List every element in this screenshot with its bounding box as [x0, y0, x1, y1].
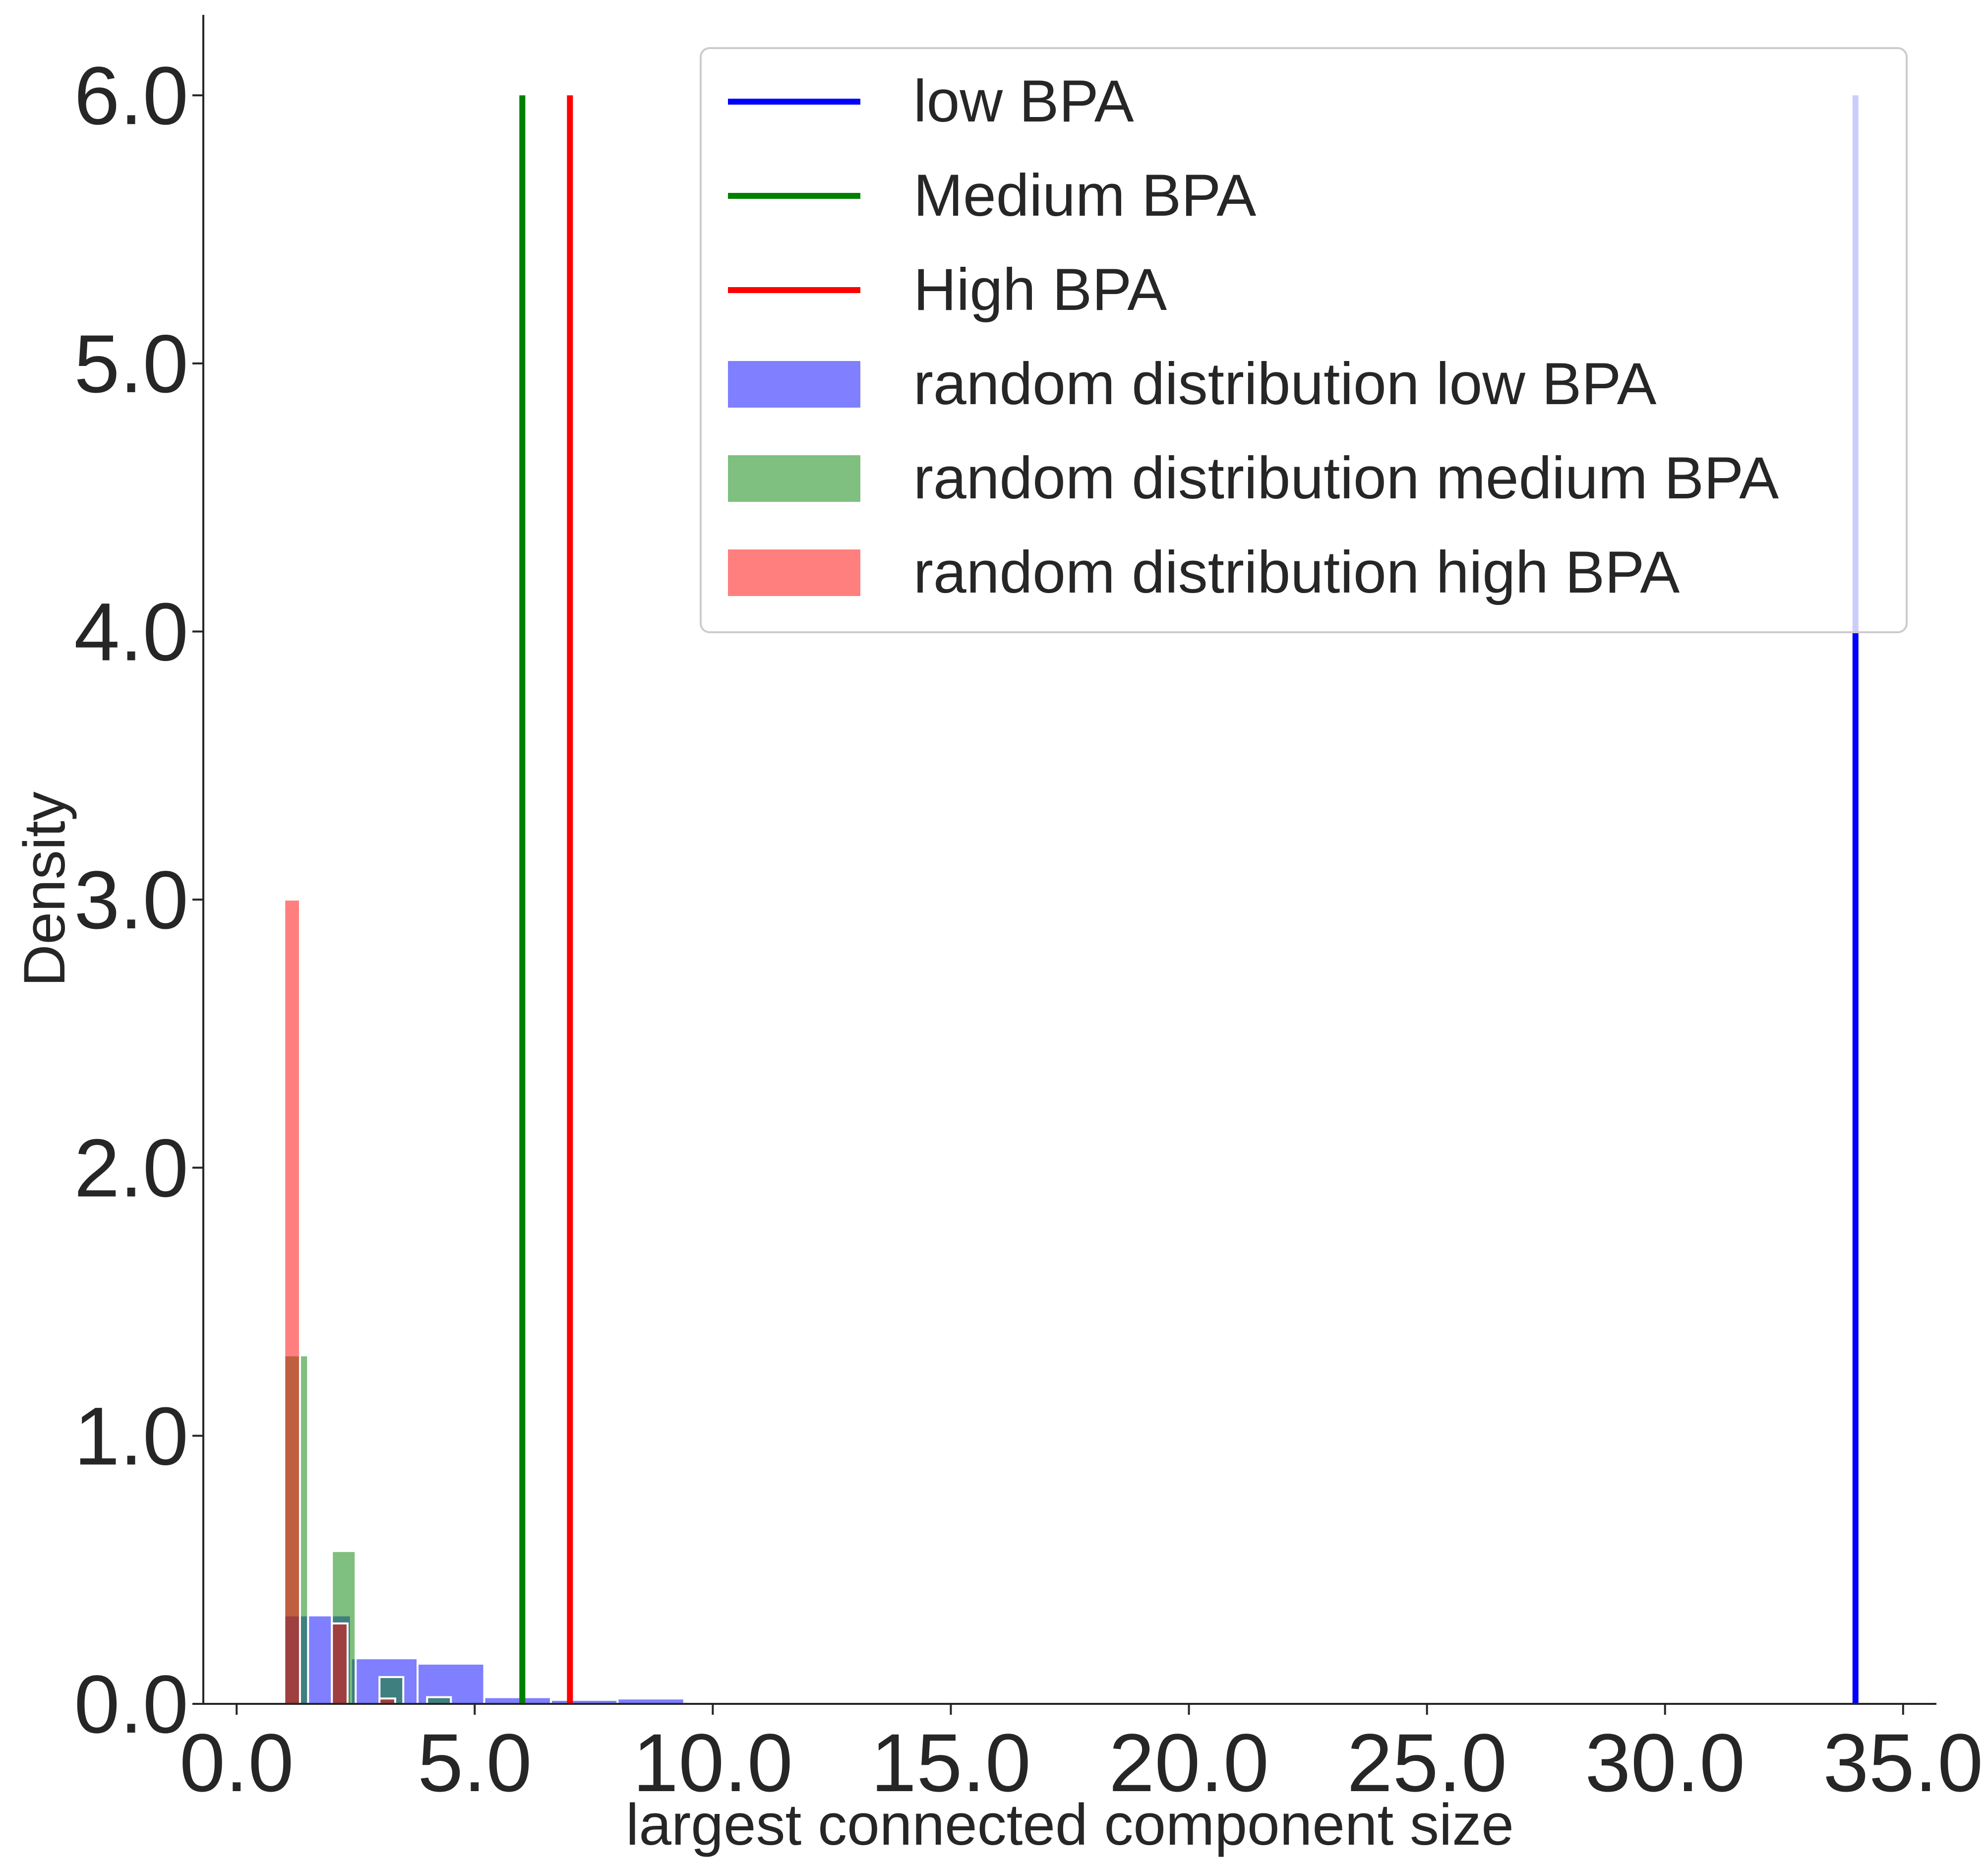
x-tick-label: 15.0 [871, 1717, 1031, 1809]
legend-item: High BPA [728, 256, 1167, 323]
y-axis-label: Density [12, 791, 77, 986]
x-tick-label: 20.0 [1109, 1717, 1269, 1809]
legend-item: Medium BPA [728, 162, 1256, 229]
legend-frame [700, 47, 1908, 633]
histogram-high [283, 899, 396, 1705]
axes [202, 15, 1936, 1705]
legend: low BPA Medium BPA High BPA random distribu… [700, 47, 1908, 633]
histogram-bar [331, 1622, 349, 1705]
x-axis-label: largest connected component size [626, 1792, 1514, 1858]
legend-label: random distribution high BPA [913, 539, 1680, 605]
y-tick-label: 2.0 [74, 1123, 188, 1214]
legend-item: low BPA [728, 68, 1134, 134]
x-tick-label: 30.0 [1585, 1717, 1745, 1809]
y-tick-label: 3.0 [74, 854, 188, 946]
x-tick-label: 25.0 [1347, 1717, 1507, 1809]
histogram-bar [483, 1696, 552, 1705]
x-tick-label: 10.0 [633, 1717, 793, 1809]
legend-label: low BPA [913, 68, 1134, 134]
y-tick-label: 5.0 [74, 318, 188, 410]
y-tick-label: 6.0 [74, 50, 188, 142]
legend-label: Medium BPA [913, 162, 1256, 229]
histogram-bar [426, 1696, 452, 1705]
y-tick-label: 4.0 [74, 586, 188, 678]
legend-patch-swatch [728, 455, 860, 502]
histogram-bars [283, 899, 819, 1705]
legend-item: random distribution low BPA [728, 351, 1656, 417]
x-axis-ticks: 0.0 5.0 10.0 15.0 20.0 25.0 30.0 35.0 [180, 1704, 1983, 1809]
legend-patch-swatch [728, 549, 860, 596]
legend-label: random distribution low BPA [913, 351, 1656, 417]
legend-label: High BPA [913, 256, 1167, 323]
x-tick-label: 5.0 [418, 1717, 532, 1809]
legend-patch-swatch [728, 361, 860, 408]
y-tick-label: 1.0 [74, 1390, 188, 1482]
y-axis-ticks: 0.0 1.0 2.0 3.0 4.0 5.0 6.0 [74, 50, 203, 1750]
legend-label: random distribution medium BPA [913, 445, 1779, 511]
y-tick-label: 0.0 [74, 1659, 188, 1750]
histogram-low [283, 1614, 819, 1705]
x-tick-label: 0.0 [180, 1717, 294, 1809]
legend-item: random distribution high BPA [728, 539, 1680, 605]
histogram-bar [283, 899, 301, 1705]
legend-item: random distribution medium BPA [728, 445, 1779, 511]
x-tick-label: 35.0 [1823, 1717, 1983, 1809]
